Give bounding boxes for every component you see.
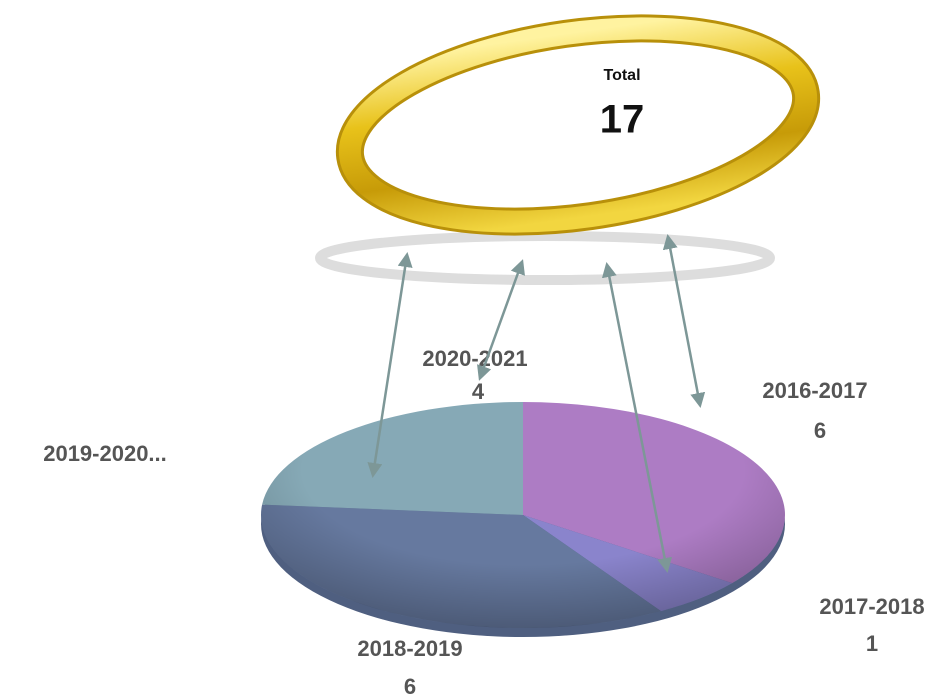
pie-shade — [261, 402, 785, 628]
center-label: Total — [603, 67, 640, 84]
arrow — [601, 262, 673, 573]
slice-label: 2018-2019 — [357, 636, 462, 661]
slice-value: 6 — [404, 674, 416, 699]
arrow — [367, 252, 413, 478]
pie — [261, 402, 785, 637]
arrow — [477, 259, 525, 381]
slice-label: 2019-2020... — [43, 441, 167, 466]
slice-value: 1 — [866, 631, 878, 656]
ring-top — [338, 17, 818, 233]
ring-shadow — [315, 231, 775, 285]
slice-value: 6 — [814, 418, 826, 443]
arrows — [367, 234, 706, 573]
slice-value: 4 — [472, 379, 485, 404]
ring — [315, 14, 821, 285]
slice-label: 2017-2018 — [819, 594, 924, 619]
slice-label: 2016-2017 — [762, 378, 867, 403]
total: 17 — [600, 98, 645, 142]
slice-label: 2020-2021 — [422, 346, 527, 371]
arrow — [662, 234, 706, 408]
